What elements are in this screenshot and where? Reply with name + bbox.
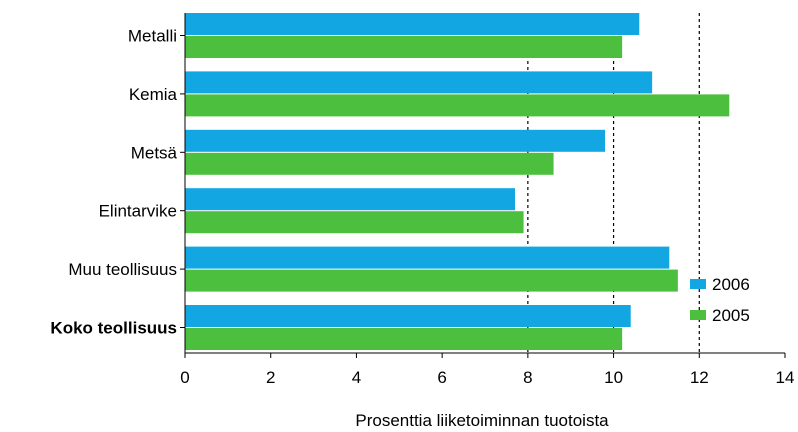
bars <box>185 13 730 350</box>
bar-2005 <box>185 94 730 117</box>
x-tick-label: 6 <box>437 368 446 387</box>
category-label: Muu teollisuus <box>68 260 177 279</box>
legend-label-2005: 2005 <box>712 306 750 325</box>
legend: 2006 2005 <box>690 275 750 325</box>
category-label: Koko teollisuus <box>50 319 177 338</box>
category-label: Metsä <box>131 143 178 162</box>
category-label: Elintarvike <box>99 202 177 221</box>
category-label: Kemia <box>129 85 178 104</box>
bar-2006 <box>185 71 653 94</box>
category-label: Metalli <box>128 27 177 46</box>
legend-swatch-2005 <box>690 310 706 320</box>
bar-2006 <box>185 188 515 211</box>
axes <box>184 13 785 354</box>
bar-2006 <box>185 129 605 152</box>
x-tick-label: 10 <box>604 368 623 387</box>
bar-2005 <box>185 269 678 292</box>
bar-2005 <box>185 328 623 350</box>
legend-label-2006: 2006 <box>712 275 750 294</box>
bar-2006 <box>185 13 640 35</box>
x-tick-label: 14 <box>776 368 795 387</box>
gridlines <box>527 13 700 353</box>
x-tick-label: 8 <box>523 368 532 387</box>
bar-2006 <box>185 246 670 269</box>
x-tick-label: 12 <box>690 368 709 387</box>
bar-2005 <box>185 152 554 175</box>
x-tick-label: 2 <box>266 368 275 387</box>
category-labels: Metalli Kemia Metsä Elintarvike Muu teollisu… <box>50 27 185 338</box>
bar-2005 <box>185 211 524 234</box>
bar-2005 <box>185 36 623 58</box>
bar-2006 <box>185 305 631 327</box>
x-axis-title: Prosenttia liiketoiminnan tuotoista <box>355 411 609 430</box>
x-tick-label: 4 <box>352 368 361 387</box>
x-tick-label: 0 <box>180 368 189 387</box>
legend-swatch-2006 <box>690 279 706 289</box>
x-axis-ticks: 0 2 4 6 8 10 12 14 <box>180 353 794 387</box>
